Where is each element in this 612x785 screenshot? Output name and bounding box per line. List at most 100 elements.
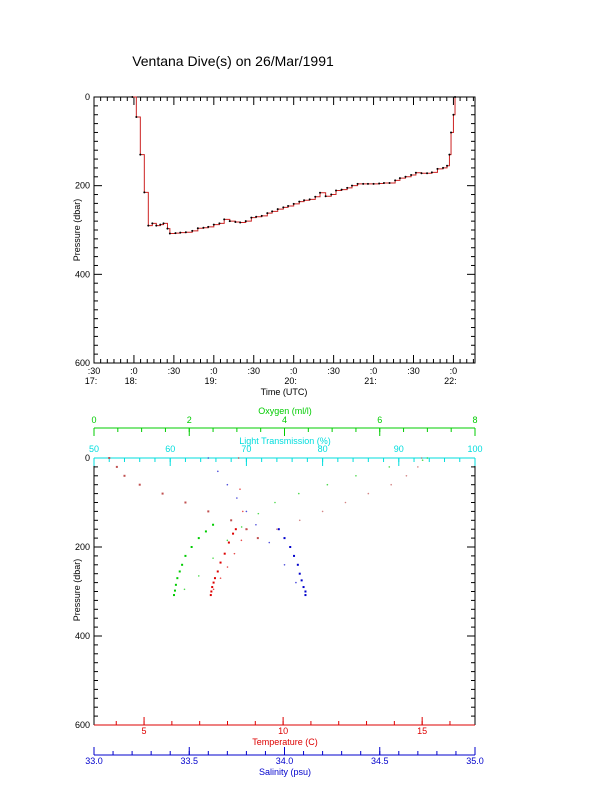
pressure-data-point [250, 216, 253, 219]
temperature-descent-point [216, 570, 219, 573]
top-x-tick-hour-label: 21: [364, 376, 377, 386]
pressure-data-point [382, 182, 385, 185]
pressure-data-point [330, 193, 333, 196]
salinity-descent-point [277, 528, 280, 531]
top-y-tick-label: 0 [85, 92, 90, 102]
oxygen-tick-label: 8 [472, 415, 477, 425]
transmission-ascent-point [321, 510, 324, 513]
oxygen-descent-point [190, 546, 193, 548]
temperature-descent-point [223, 552, 226, 555]
transmission-axis: 50 60 70 80 90 100 [89, 444, 483, 466]
pressure-data-point [448, 153, 451, 156]
pressure-data-point [378, 182, 381, 185]
pressure-data-point [404, 175, 407, 178]
transmission-descent-point [184, 501, 187, 504]
pressure-data-point [191, 229, 194, 232]
transmission-descent-point [123, 474, 126, 477]
temperature-descent-point [211, 586, 214, 589]
pressure-data-point [414, 171, 417, 174]
temperature-ascent-point [240, 539, 243, 542]
transmission-tick-label: 60 [165, 444, 175, 454]
oxygen-descent-point [178, 570, 181, 573]
salinity-descent-point [296, 563, 299, 566]
pressure-data-point [266, 212, 269, 215]
top-x-tick-label: :0 [290, 366, 298, 376]
temperature-axis-label: Temperature (C) [252, 737, 318, 747]
temperature-tick-label: 15 [417, 726, 427, 736]
pressure-data-point [372, 182, 375, 185]
salinity-ascent-point [304, 594, 307, 596]
pressure-data-point [319, 191, 322, 194]
top-plot-frame [93, 96, 476, 364]
salinity-tick-label: 34.0 [276, 756, 294, 766]
transmission-ascent-point [276, 528, 278, 530]
oxygen-ascent-point [183, 588, 186, 591]
pressure-data-point [308, 198, 311, 201]
oxygen-tick-label: 4 [282, 415, 287, 425]
salinity-ascent-point [217, 470, 219, 473]
oxygen-descent-point [181, 563, 184, 566]
pressure-data-point [454, 96, 457, 98]
salinity-ascent-point [207, 457, 210, 459]
top-y-tick-label: 200 [75, 181, 90, 191]
temperature-ascent-point [226, 566, 229, 568]
pressure-data-point [174, 232, 177, 235]
salinity-descent-point [289, 546, 292, 548]
top-x-axis-label: Time (UTC) [261, 387, 308, 397]
salinity-ascent-point [295, 581, 297, 584]
pressure-data-point [207, 225, 210, 228]
top-y-ticks: 0 200 400 600 [75, 92, 475, 368]
transmission-ascent-point [298, 519, 301, 522]
pressure-data-point [388, 182, 391, 185]
bottom-y-axis-label: Pressure (dbar) [72, 559, 82, 622]
temperature-axis: 5 10 15 [94, 717, 475, 736]
salinity-ascent-point [236, 497, 238, 499]
temperature-descent-point [212, 581, 215, 584]
transmission-descent-point [108, 457, 111, 459]
salinity-ascent-point [226, 483, 229, 486]
pressure-data-point [346, 186, 349, 189]
transmission-tick-label: 100 [467, 444, 482, 454]
top-x-tick-label: :0 [450, 366, 458, 376]
pressure-data-point [223, 218, 226, 221]
salinity-ascent-point [268, 541, 271, 544]
salinity-descent-point [304, 590, 307, 593]
pressure-data-point [212, 223, 215, 226]
figure-title: Ventana Dive(s) on 26/Mar/1991 [132, 53, 334, 69]
oxygen-ascent-point [197, 575, 200, 577]
pressure-data-point [159, 223, 162, 226]
pressure-data-point [184, 231, 187, 234]
top-x-tick-label: :30 [88, 366, 101, 376]
top-x-tick-label: :30 [168, 366, 181, 376]
pressure-data-point [436, 167, 439, 170]
oxygen-axis-label: Oxygen (ml/l) [258, 406, 312, 416]
salinity-axis: 33.0 33.5 34.0 34.5 35.0 [85, 747, 484, 766]
pressure-trace-line [132, 96, 456, 235]
top-y-tick-label: 400 [75, 269, 90, 279]
oxygen-ascent-point [274, 501, 276, 504]
pressure-data-point [282, 206, 285, 209]
temperature-descent-point [234, 528, 237, 531]
transmission-descent-point [138, 483, 141, 486]
salinity-ascent-point [245, 510, 248, 513]
oxygen-ascent-point [257, 512, 260, 515]
pressure-data-point [420, 172, 423, 175]
oxygen-tick-label: 2 [187, 415, 192, 425]
pressure-data-point [452, 113, 455, 116]
oxygen-descent-point [197, 537, 200, 540]
pressure-data-point [314, 195, 317, 198]
oxygen-ascent-point [426, 457, 429, 459]
temperature-tick-label: 5 [142, 726, 147, 736]
pressure-data-point [271, 210, 274, 213]
top-x-tick-label: :30 [247, 366, 260, 376]
oxygen-descent-point [184, 554, 187, 557]
top-x-ticks: :3017::018::30:019::30:020::30:021::30:0… [85, 97, 474, 386]
transmission-tick-label: 90 [394, 444, 404, 454]
oxygen-descent-point [212, 523, 215, 526]
top-x-tick-label: :0 [210, 366, 218, 376]
transmission-ascent-point [405, 475, 408, 477]
profile-plot: 0 200 400 600 0 2 4 6 8 50 60 70 80 90 100 5 10 15 33.… [72, 406, 484, 777]
top-x-tick-hour-label: 18: [125, 376, 138, 386]
